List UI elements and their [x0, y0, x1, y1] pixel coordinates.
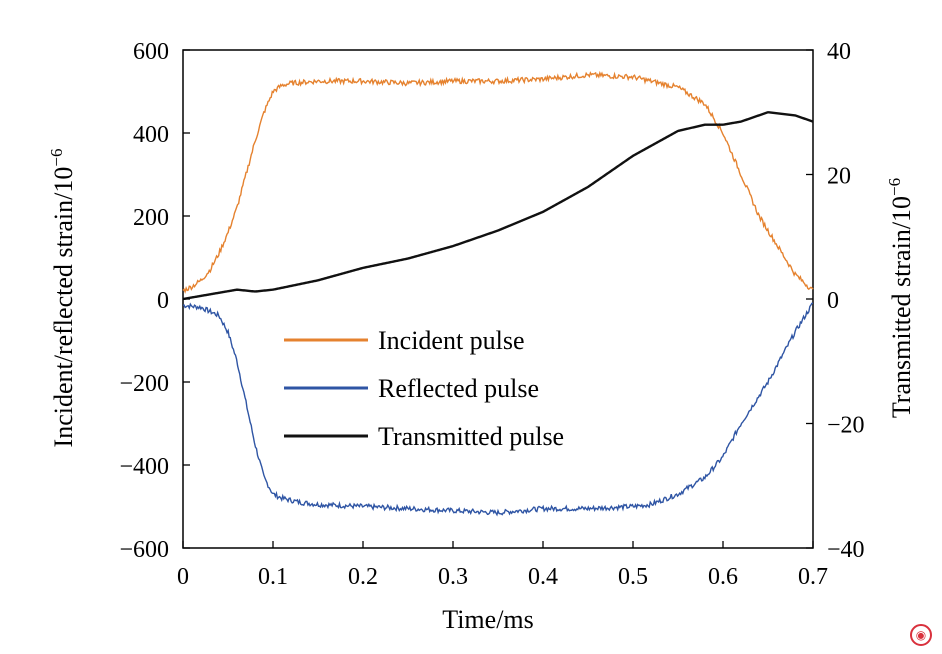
series-lines [182, 70, 814, 517]
x-tick-label: 0.1 [258, 564, 288, 590]
x-tick-label: 0.5 [618, 564, 648, 590]
y-left-tick-label: −200 [119, 371, 169, 397]
x-tick-label: 0 [177, 564, 189, 590]
legend: Incident pulse Reflected pulse Transmitted… [284, 326, 564, 451]
x-tick-label: 0.4 [528, 564, 558, 590]
y-axis-right-title-exponent: −6 [885, 178, 904, 196]
y-axis-right-title-text: Transmitted strain/10 [887, 196, 916, 418]
y-right-tick-label: −20 [827, 413, 865, 439]
y-left-tick-label: 600 [133, 39, 169, 65]
y-left-tick-label: 400 [133, 122, 169, 148]
x-axis-title: Time/ms [442, 605, 534, 634]
watermark-logo: ◉ [910, 624, 932, 646]
legend-label-reflected-pulse: Reflected pulse [378, 374, 539, 403]
series-line-incident-pulse [182, 70, 814, 294]
y-axis-left-title-text: Incident/reflected strain/10 [49, 167, 78, 448]
y-left-tick-label: 0 [157, 288, 169, 314]
watermark-icon: ◉ [910, 624, 932, 646]
y-right-tick-label: 0 [827, 288, 839, 314]
legend-label-incident-pulse: Incident pulse [378, 326, 525, 355]
series-line-reflected-pulse [182, 302, 814, 517]
y-left-tick-label: 200 [133, 205, 169, 231]
y-axis-left-title-exponent: −6 [47, 149, 66, 167]
x-tick-label: 0.2 [348, 564, 378, 590]
y-axis-left-title: Incident/reflected strain/10−6 [47, 149, 78, 448]
y-right-tick-label: 40 [827, 39, 851, 65]
y-left-tick-label: −400 [119, 454, 169, 480]
axis-ticks: 0 0.1 0.2 0.3 0.4 0.5 0.6 0.76004002000−200−400… [119, 39, 864, 590]
series-line-transmitted-pulse [182, 111, 814, 301]
x-tick-label: 0.7 [798, 564, 828, 590]
y-axis-right-title: Transmitted strain/10−6 [885, 178, 916, 418]
x-tick-label: 0.3 [438, 564, 468, 590]
x-tick-label: 0.6 [708, 564, 738, 590]
y-right-tick-label: −40 [827, 537, 865, 563]
y-left-tick-label: −600 [119, 537, 169, 563]
legend-label-transmitted-pulse: Transmitted pulse [378, 422, 564, 451]
y-right-tick-label: 20 [827, 164, 851, 190]
